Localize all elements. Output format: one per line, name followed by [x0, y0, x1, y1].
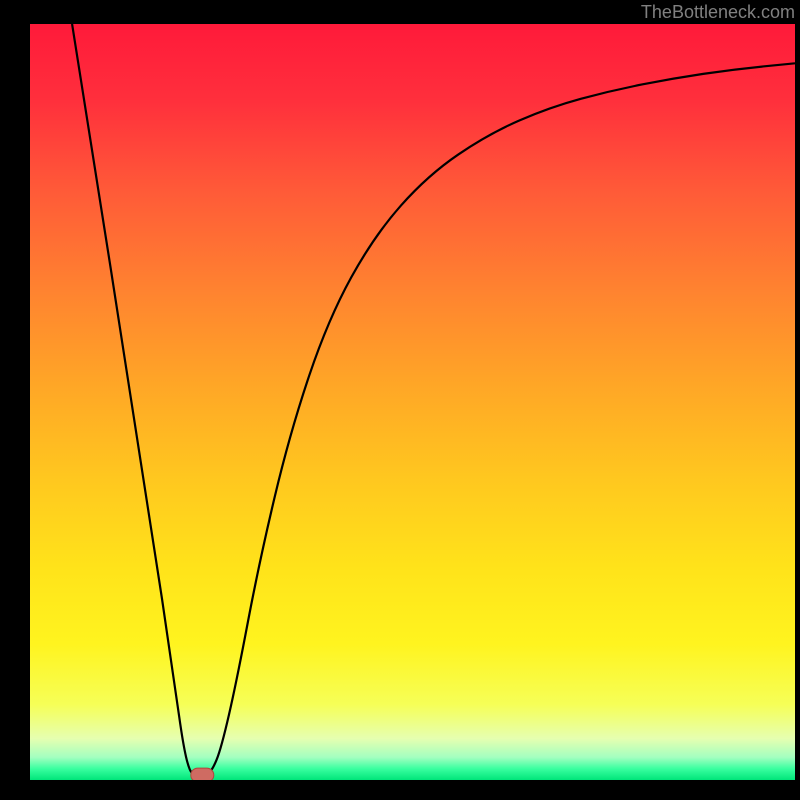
chart-frame: [30, 24, 795, 780]
curve-layer: [30, 24, 795, 780]
minimum-marker-icon: [190, 767, 213, 780]
plot-area: [30, 24, 795, 780]
bottleneck-curve: [72, 24, 795, 775]
watermark-text: TheBottleneck.com: [641, 2, 795, 23]
